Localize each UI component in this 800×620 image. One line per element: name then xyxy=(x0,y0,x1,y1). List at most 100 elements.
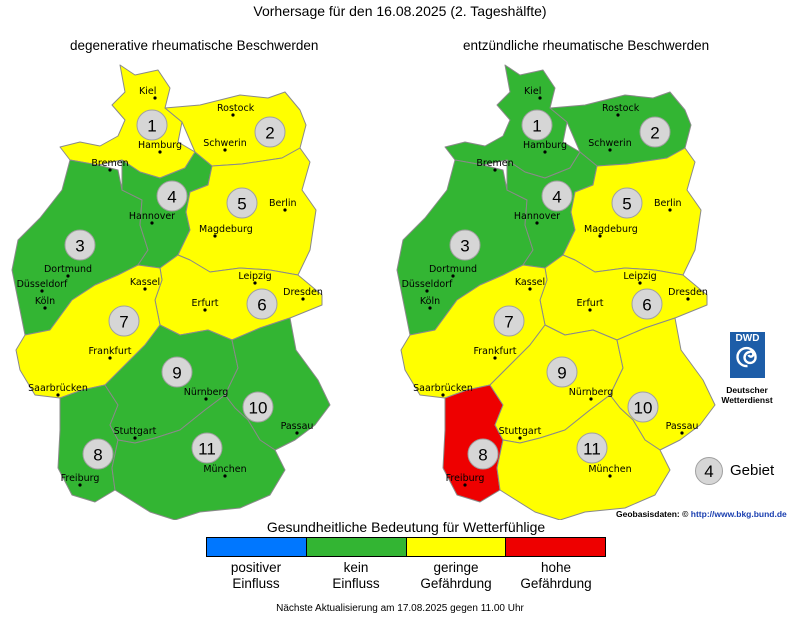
city-label: Hannover xyxy=(514,211,560,222)
city-marker xyxy=(231,113,235,117)
city-label: Kiel xyxy=(524,86,541,97)
region-number-label: 4 xyxy=(167,188,176,207)
city-marker xyxy=(43,306,47,310)
city-marker xyxy=(56,393,60,397)
city-label: Saarbrücken xyxy=(28,383,88,394)
city-marker xyxy=(108,168,112,172)
dwd-caption: Deutscher Wetterdienst xyxy=(712,385,782,405)
region-number-circle xyxy=(541,180,573,212)
city-label: Passau xyxy=(666,421,699,432)
region-number-label: 6 xyxy=(257,296,266,315)
city-marker xyxy=(608,474,612,478)
city-label: Berlin xyxy=(654,198,682,209)
region-number-label: 7 xyxy=(119,313,128,332)
city-marker xyxy=(158,150,162,154)
legend-label-high-line1: hohe xyxy=(540,560,572,575)
region-number-label: 11 xyxy=(583,440,601,459)
geobasis-link[interactable]: http://www.bkg.bund.de xyxy=(690,509,787,519)
legend-label-positive-line2: Einfluss xyxy=(232,576,280,591)
city-label: Magdeburg xyxy=(584,224,638,235)
region-number-circle xyxy=(191,432,223,464)
legend-color-bar xyxy=(206,537,606,557)
city-marker xyxy=(493,356,497,360)
city-marker xyxy=(143,287,147,291)
city-marker xyxy=(463,483,467,487)
region-number-circle xyxy=(449,229,481,261)
region-number-label: 4 xyxy=(552,188,561,207)
region-number-label: 8 xyxy=(93,446,102,465)
city-marker xyxy=(301,297,305,301)
swirl-icon xyxy=(736,346,757,368)
region-number-label: 3 xyxy=(460,237,469,256)
city-marker xyxy=(686,297,690,301)
legend-swatch-low xyxy=(406,538,507,556)
legend-swatch-positive xyxy=(207,538,307,556)
region-number-label: 1 xyxy=(532,117,541,136)
city-marker xyxy=(108,356,112,360)
city-marker xyxy=(204,397,208,401)
region-number-circle xyxy=(521,109,553,141)
city-label: Magdeburg xyxy=(199,224,253,235)
city-label: Hannover xyxy=(129,211,175,222)
city-marker xyxy=(588,308,592,312)
city-marker xyxy=(535,221,539,225)
region-number-circle xyxy=(467,438,499,470)
city-label: Düsseldorf xyxy=(17,279,68,290)
city-label: Köln xyxy=(35,296,55,307)
region-number-circle xyxy=(627,391,659,423)
city-marker xyxy=(543,150,547,154)
city-marker xyxy=(223,148,227,152)
legend-label-positive-line1: positiver xyxy=(230,560,282,575)
city-label: Dortmund xyxy=(429,264,477,275)
city-label: Bremen xyxy=(91,158,128,169)
city-marker xyxy=(608,148,612,152)
region-number-label: 10 xyxy=(249,399,268,418)
city-label: Nürnberg xyxy=(569,387,614,398)
region-number-label: 5 xyxy=(622,195,631,214)
city-label: Erfurt xyxy=(577,298,604,309)
legend-label-low: geringe Gefährdung xyxy=(406,560,506,592)
region-number-circle xyxy=(156,180,188,212)
region-number-label: 1 xyxy=(147,117,156,136)
city-label: Dresden xyxy=(283,287,323,298)
region-number-circle xyxy=(639,116,671,148)
geobasis-label: Geobasisdaten: © xyxy=(616,509,689,519)
region-number-circle xyxy=(242,391,274,423)
city-label: Freiburg xyxy=(446,473,485,484)
city-label: Kassel xyxy=(515,277,545,288)
city-marker xyxy=(133,436,137,440)
legend-label-high-line2: Gefährdung xyxy=(520,576,592,591)
city-label: Passau xyxy=(281,421,314,432)
region-number-circle xyxy=(576,432,608,464)
city-marker xyxy=(425,289,429,293)
city-label: Erfurt xyxy=(192,298,219,309)
city-label: Berlin xyxy=(269,198,297,209)
city-label: Kassel xyxy=(130,277,160,288)
city-label: Rostock xyxy=(217,103,255,114)
region-number-circle xyxy=(64,229,96,261)
region-number-circle xyxy=(493,305,525,337)
region-number-circle xyxy=(161,356,193,388)
map-title-degenerative: degenerative rheumatische Beschwerden xyxy=(70,38,319,53)
city-marker xyxy=(441,393,445,397)
legend-labels: positiver Einfluss kein Einfluss geringe… xyxy=(206,560,606,592)
city-marker xyxy=(153,96,157,100)
region-number-circle xyxy=(246,288,278,320)
page-title: Vorhersage für den 16.08.2025 (2. Tagesh… xyxy=(253,3,547,19)
region-number-label: 8 xyxy=(478,446,487,465)
dwd-caption-line2: Wetterdienst xyxy=(721,395,773,405)
city-marker xyxy=(78,483,82,487)
city-label: Stuttgart xyxy=(114,426,157,437)
legend-swatch-high xyxy=(506,538,605,556)
dwd-logo: DWD xyxy=(730,332,765,378)
dwd-caption-line1: Deutscher xyxy=(726,385,768,395)
region-number-label: 7 xyxy=(504,313,513,332)
legend-label-none: kein Einfluss xyxy=(306,560,406,592)
legend-swatch-none xyxy=(306,538,407,556)
city-marker xyxy=(283,208,287,212)
city-marker xyxy=(528,287,532,291)
city-label: Dortmund xyxy=(44,264,92,275)
region-number-label: 3 xyxy=(75,237,84,256)
map-degenerative: Kiel Rostock Hamburg Schwerin Bremen Hannover… xyxy=(11,64,331,520)
city-marker xyxy=(518,436,522,440)
